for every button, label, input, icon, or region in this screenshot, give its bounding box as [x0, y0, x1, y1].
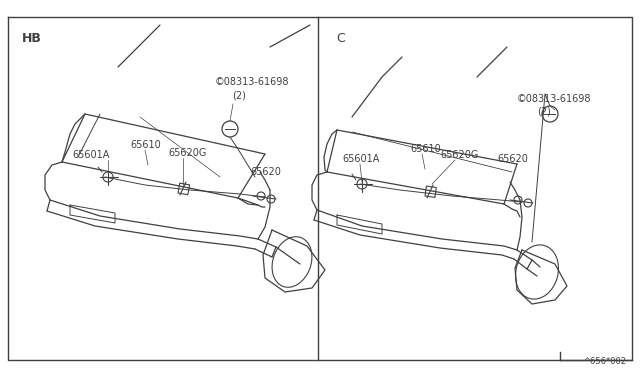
Text: HB: HB	[22, 32, 42, 45]
Text: 65620: 65620	[250, 167, 281, 177]
Text: 65601A: 65601A	[72, 150, 109, 160]
Bar	[178, 183, 189, 195]
Text: C: C	[336, 32, 345, 45]
Text: 65601A: 65601A	[342, 154, 380, 164]
Text: 65620: 65620	[497, 154, 528, 164]
Text: 65620G: 65620G	[440, 150, 478, 160]
Text: 65610: 65610	[130, 140, 161, 150]
Text: 65620G: 65620G	[168, 148, 206, 158]
Bar	[425, 186, 436, 198]
Text: ©08313-61698: ©08313-61698	[215, 77, 289, 87]
Text: 65610: 65610	[410, 144, 441, 154]
Text: ^656*002: ^656*002	[583, 357, 626, 366]
Text: (2): (2)	[232, 90, 246, 100]
Text: (2): (2)	[537, 107, 551, 117]
Text: ©08313-61698: ©08313-61698	[517, 94, 591, 104]
